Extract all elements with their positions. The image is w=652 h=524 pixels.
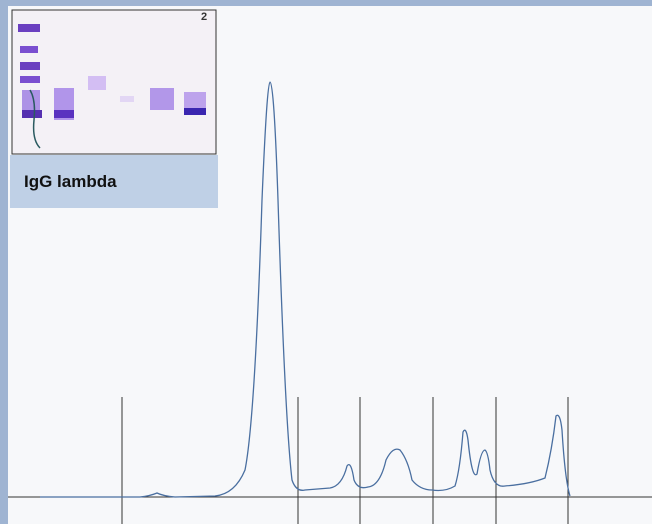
gel-inset	[12, 10, 216, 154]
diagnosis-label: IgG lambda	[24, 172, 117, 191]
page: 2 IgG lambda	[0, 0, 652, 524]
scan-figure: 2 IgG lambda	[0, 0, 652, 524]
gel-lane-number: 2	[201, 11, 207, 23]
